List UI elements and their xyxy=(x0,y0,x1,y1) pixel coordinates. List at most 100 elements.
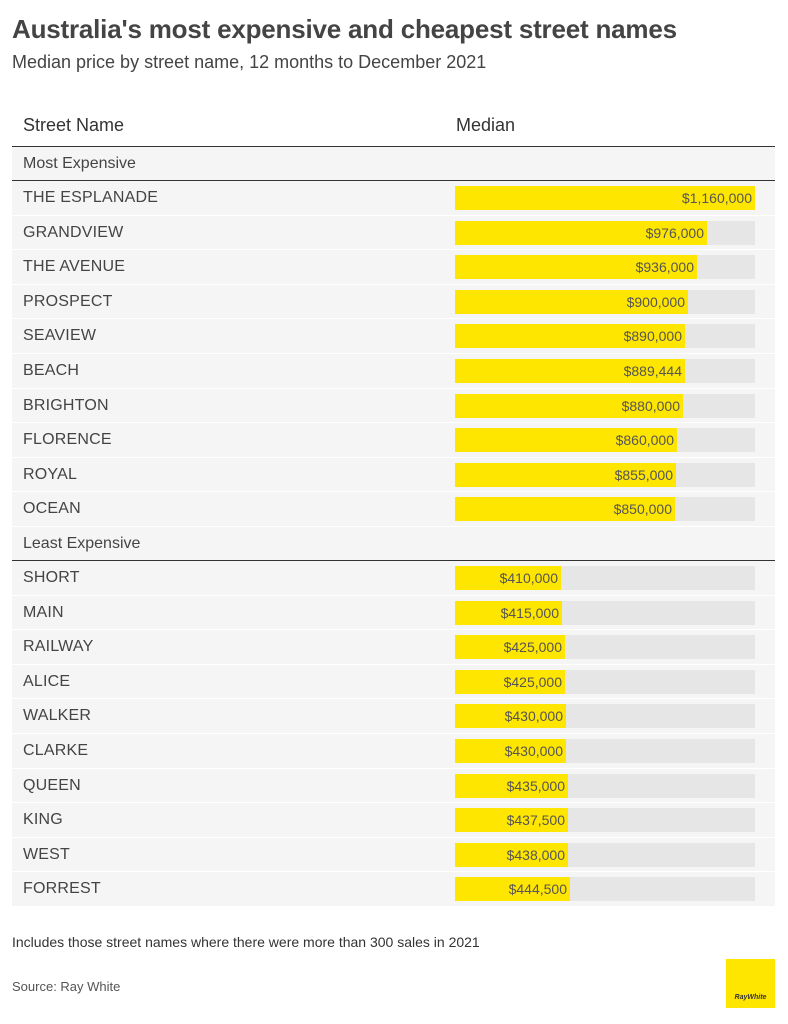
median-bar: $900,000 xyxy=(455,289,688,314)
median-value-label: $850,000 xyxy=(613,501,672,518)
median-bar: $415,000 xyxy=(455,600,562,625)
table-row: CLARKE $430,000 xyxy=(12,733,775,769)
median-value-label: $900,000 xyxy=(626,293,685,310)
street-name: FORREST xyxy=(23,880,101,898)
table-row: QUEEN $435,000 xyxy=(12,768,775,804)
footnote: Includes those street names where there … xyxy=(12,934,480,950)
median-bar: $430,000 xyxy=(455,738,566,763)
median-bar: $444,500 xyxy=(455,877,570,902)
bar-track: $880,000 xyxy=(455,393,755,418)
median-bar: $430,000 xyxy=(455,704,566,729)
median-bar: $438,000 xyxy=(455,842,568,867)
median-value-label: $430,000 xyxy=(504,708,563,725)
column-header-median: Median xyxy=(456,115,516,135)
street-name: THE ESPLANADE xyxy=(23,189,159,206)
bar-track: $890,000 xyxy=(455,324,755,349)
median-bar: $425,000 xyxy=(455,635,565,660)
median-bar: $890,000 xyxy=(455,324,685,349)
column-header-street: Street Name xyxy=(23,115,125,135)
median-bar: $936,000 xyxy=(455,255,697,280)
table-row: GRANDVIEW $976,000 xyxy=(12,215,775,251)
group-label: Least Expensive xyxy=(23,534,141,552)
street-name: OCEAN xyxy=(23,500,81,518)
bar-track: $444,500 xyxy=(455,877,755,902)
table-row: BRIGHTON $880,000 xyxy=(12,388,775,424)
street-name: ROYAL xyxy=(23,465,78,483)
bar-track: $936,000 xyxy=(455,255,755,280)
median-value-label: $438,000 xyxy=(506,846,565,863)
logo-text: RayWhite xyxy=(734,994,767,1001)
median-bar: $976,000 xyxy=(455,220,707,245)
ray-white-logo: RayWhite xyxy=(726,959,775,1008)
bar-track: $855,000 xyxy=(455,462,755,487)
median-value-label: $435,000 xyxy=(506,777,565,794)
street-name: KING xyxy=(23,811,63,829)
table-row: FLORENCE $860,000 xyxy=(12,423,775,458)
median-bar: $437,500 xyxy=(455,808,568,833)
median-value-label: $860,000 xyxy=(615,432,674,449)
bar-track: $425,000 xyxy=(455,635,755,660)
chart-title: Australia's most expensive and cheapest … xyxy=(12,14,677,44)
median-value-label: $936,000 xyxy=(635,259,694,276)
street-name: ALICE xyxy=(23,672,71,690)
table-row: MAIN $415,000 xyxy=(12,595,775,631)
median-value-label: $425,000 xyxy=(503,639,562,656)
table-row: BEACH $889,444 xyxy=(12,353,775,389)
street-name: SEAVIEW xyxy=(23,327,97,345)
table-row: RAILWAY $425,000 xyxy=(12,630,775,665)
bar-track: $850,000 xyxy=(455,497,755,522)
bar-track: $900,000 xyxy=(455,289,755,314)
median-value-label: $425,000 xyxy=(503,673,562,690)
street-name: WALKER xyxy=(23,707,92,725)
street-name: SHORT xyxy=(23,568,80,586)
street-name: CLARKE xyxy=(23,741,89,759)
group-label: Most Expensive xyxy=(23,155,136,172)
table-row: THE ESPLANADE $1,160,000 xyxy=(12,181,775,216)
median-bar: $880,000 xyxy=(455,393,683,418)
median-value-label: $889,444 xyxy=(623,362,682,379)
median-value-label: $855,000 xyxy=(614,466,673,483)
street-name: WEST xyxy=(23,845,71,863)
table-row: PROSPECT $900,000 xyxy=(12,284,775,320)
bar-track: $435,000 xyxy=(455,773,755,798)
bar-track: $889,444 xyxy=(455,358,755,383)
bar-track: $1,160,000 xyxy=(455,186,755,210)
price-table: Street Name Median Most Expensive THE ESP… xyxy=(12,106,775,907)
street-name: GRANDVIEW xyxy=(23,223,124,241)
street-name: BRIGHTON xyxy=(23,396,109,414)
street-name: PROSPECT xyxy=(23,292,113,310)
median-bar: $889,444 xyxy=(455,358,685,383)
bar-track: $860,000 xyxy=(455,428,755,453)
street-name: RAILWAY xyxy=(23,638,94,656)
median-bar: $425,000 xyxy=(455,669,565,694)
table-row: OCEAN $850,000 xyxy=(12,492,775,527)
median-value-label: $437,500 xyxy=(506,812,565,829)
table-row: WALKER $430,000 xyxy=(12,699,775,734)
street-name: BEACH xyxy=(23,361,80,379)
median-value-label: $880,000 xyxy=(621,397,680,414)
street-name: QUEEN xyxy=(23,776,81,794)
median-value-label: $415,000 xyxy=(500,604,559,621)
street-name: THE AVENUE xyxy=(23,258,126,276)
bar-track: $425,000 xyxy=(455,669,755,694)
table-body: Most Expensive THE ESPLANADE $1,160,000 GRA… xyxy=(12,147,775,907)
street-name: MAIN xyxy=(23,603,64,621)
table-row: WEST $438,000 xyxy=(12,837,775,873)
table-row: ROYAL $855,000 xyxy=(12,457,775,493)
table-row: ALICE $425,000 xyxy=(12,664,775,700)
table-row: THE AVENUE $936,000 xyxy=(12,250,775,285)
group-header: Least Expensive xyxy=(12,526,775,561)
median-bar: $850,000 xyxy=(455,497,675,522)
bar-track: $415,000 xyxy=(455,600,755,625)
table-row: SEAVIEW $890,000 xyxy=(12,319,775,354)
bar-track: $410,000 xyxy=(455,565,755,590)
table-header: Street Name Median xyxy=(12,106,775,147)
median-value-label: $890,000 xyxy=(623,328,682,345)
median-bar: $1,160,000 xyxy=(455,186,755,210)
street-name: FLORENCE xyxy=(23,431,112,449)
median-value-label: $430,000 xyxy=(504,742,563,759)
table-row: KING $437,500 xyxy=(12,803,775,838)
chart-subtitle: Median price by street name, 12 months t… xyxy=(12,52,487,72)
median-value-label: $410,000 xyxy=(499,569,558,586)
bar-track: $430,000 xyxy=(455,704,755,729)
